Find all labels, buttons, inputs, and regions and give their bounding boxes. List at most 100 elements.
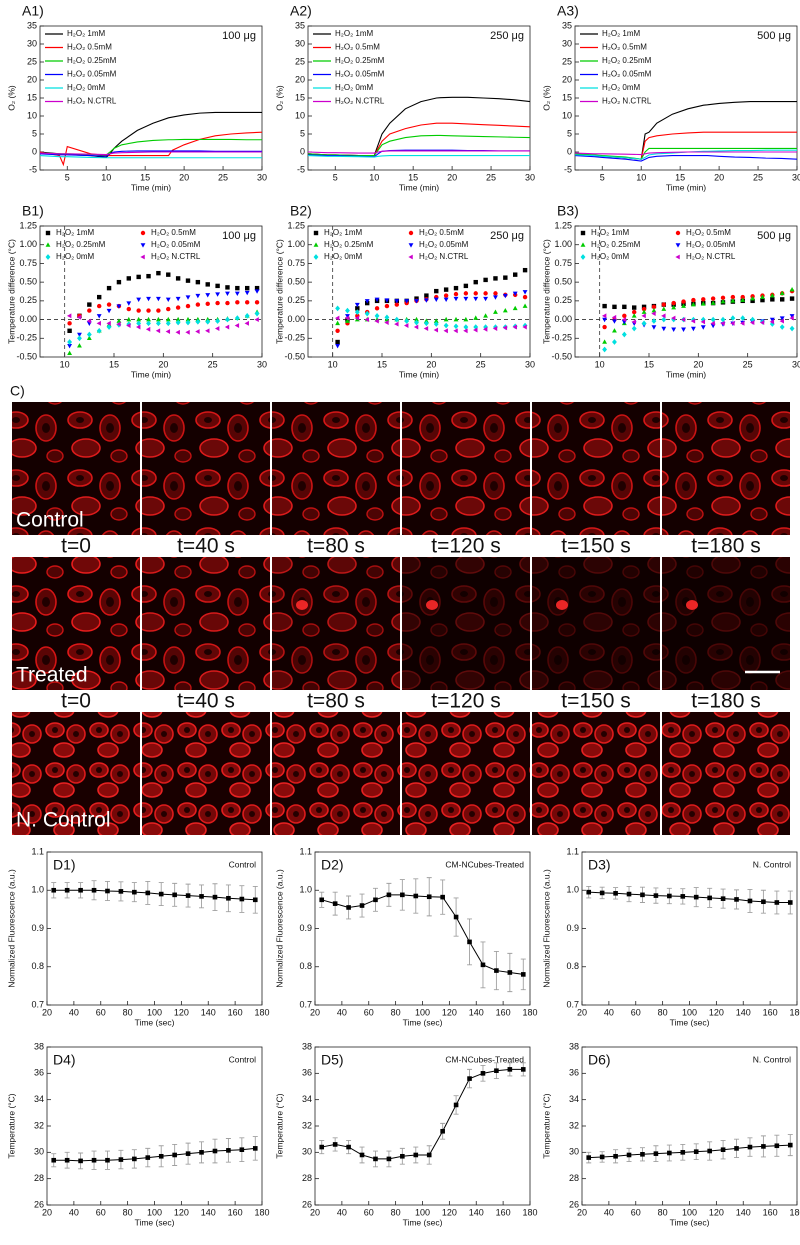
x-tick-label: 20 bbox=[310, 1207, 320, 1217]
y-tick-label: 28 bbox=[34, 1173, 44, 1183]
marker bbox=[760, 294, 765, 299]
annotation: N. Control bbox=[753, 1054, 791, 1064]
marker bbox=[106, 285, 112, 291]
marker bbox=[443, 297, 449, 302]
y-tick-label: 0.75 bbox=[287, 258, 305, 268]
y-tick-label: 1.1 bbox=[299, 846, 312, 856]
x-tick-label: 160 bbox=[228, 1007, 243, 1017]
legend-label: H₂O₂ 0.05mM bbox=[686, 240, 736, 249]
chart-panel: 20 40 60 80 100 120 140 160 180 0.7 0.8 0.9 1.0 1.1 Ti… bbox=[274, 846, 537, 1027]
marker bbox=[710, 316, 716, 323]
marker bbox=[254, 289, 260, 294]
microscopy-image bbox=[532, 712, 660, 835]
marker bbox=[440, 1128, 445, 1134]
marker bbox=[414, 299, 419, 304]
y-axis-label: Temperature (°C) bbox=[541, 1093, 551, 1158]
marker bbox=[166, 272, 171, 277]
data-line bbox=[307, 155, 530, 158]
y-axis-label: Normalized Fluorescence (a.u.) bbox=[541, 869, 551, 988]
x-tick-label: 100 bbox=[682, 1207, 697, 1217]
marker bbox=[424, 293, 429, 298]
marker bbox=[205, 301, 210, 307]
data-line bbox=[588, 891, 791, 903]
marker bbox=[779, 324, 785, 330]
y-axis-label: Temperature difference (°C) bbox=[6, 239, 16, 344]
x-axis-label: Time (sec) bbox=[403, 1217, 443, 1227]
marker bbox=[423, 298, 429, 303]
marker bbox=[45, 230, 51, 236]
row-label: Treated bbox=[16, 664, 88, 687]
microscopy-image bbox=[402, 557, 530, 690]
time-label: t=180 s bbox=[691, 535, 760, 558]
marker bbox=[185, 1151, 191, 1156]
marker bbox=[67, 321, 72, 326]
marker bbox=[453, 291, 459, 297]
marker bbox=[106, 324, 112, 330]
marker bbox=[681, 303, 686, 308]
marker bbox=[693, 1149, 699, 1154]
marker bbox=[51, 887, 57, 893]
marker bbox=[720, 316, 726, 323]
annotation: 100 μg bbox=[222, 230, 256, 242]
marker bbox=[345, 307, 350, 314]
marker bbox=[580, 230, 586, 236]
row-label: N. Control bbox=[16, 809, 111, 832]
marker bbox=[780, 297, 785, 302]
marker bbox=[45, 242, 51, 247]
y-tick-label: 0 bbox=[567, 146, 572, 156]
panel-label: B3) bbox=[557, 203, 579, 219]
marker bbox=[522, 324, 527, 330]
y-tick-label: -0.25 bbox=[551, 333, 572, 343]
data-line bbox=[53, 1147, 256, 1162]
marker bbox=[493, 309, 498, 314]
chart-panel: 5 10 15 20 25 30 -5 0 5 10 15 20 25 30 35 Time (min) O₂ … bbox=[541, 3, 800, 193]
marker bbox=[195, 318, 201, 325]
marker bbox=[185, 303, 191, 309]
marker bbox=[760, 297, 765, 303]
x-tick-label: 40 bbox=[337, 1007, 347, 1017]
marker bbox=[443, 293, 449, 298]
x-axis-label: Time (min) bbox=[666, 182, 706, 192]
x-tick-label: 100 bbox=[415, 1207, 430, 1217]
microscopy-image bbox=[532, 402, 660, 535]
y-tick-label: 1.0 bbox=[566, 885, 579, 895]
x-tick-label: 30 bbox=[792, 172, 800, 182]
legend-label: H₂O₂ 0.05mM bbox=[151, 240, 201, 249]
x-tick-label: 20 bbox=[577, 1007, 587, 1017]
x-tick-label: 25 bbox=[486, 172, 496, 182]
data-line bbox=[321, 1068, 524, 1160]
marker bbox=[433, 321, 439, 327]
marker bbox=[235, 300, 240, 305]
x-tick-label: 100 bbox=[147, 1007, 162, 1017]
marker bbox=[374, 318, 379, 324]
marker bbox=[522, 267, 528, 273]
marker bbox=[621, 317, 627, 322]
marker bbox=[244, 290, 250, 296]
x-tick-label: 80 bbox=[391, 1207, 401, 1217]
x-axis-label: Time (min) bbox=[131, 369, 171, 379]
marker bbox=[473, 327, 478, 333]
marker bbox=[761, 1144, 766, 1149]
marker bbox=[225, 291, 230, 297]
y-tick-label: 30 bbox=[302, 1147, 312, 1157]
marker bbox=[374, 312, 380, 319]
marker bbox=[522, 290, 528, 295]
y-tick-label: 25 bbox=[27, 56, 37, 66]
x-tick-label: 160 bbox=[763, 1207, 778, 1217]
legend-label: H₂O₂ N.CTRL bbox=[602, 97, 652, 106]
legend-label: H₂O₂ 0.25mM bbox=[335, 56, 385, 65]
time-label: t=40 s bbox=[177, 690, 235, 713]
marker bbox=[175, 319, 181, 326]
marker bbox=[779, 290, 785, 296]
data-line bbox=[574, 151, 797, 156]
marker bbox=[106, 308, 112, 314]
marker bbox=[480, 962, 486, 968]
y-tick-label: -5 bbox=[29, 164, 37, 174]
marker bbox=[195, 279, 201, 285]
marker bbox=[215, 283, 220, 289]
x-tick-label: 120 bbox=[709, 1207, 724, 1217]
marker bbox=[355, 306, 360, 311]
marker bbox=[789, 315, 794, 321]
x-axis-label: Time (sec) bbox=[403, 1017, 443, 1027]
marker bbox=[507, 970, 513, 975]
